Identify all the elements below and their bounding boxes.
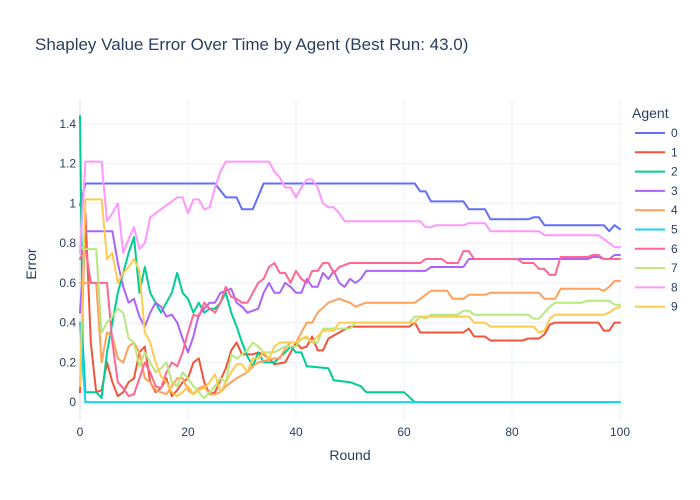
- legend-item-agent-4[interactable]: 4: [635, 203, 678, 217]
- legend-item-agent-6[interactable]: 6: [635, 242, 678, 256]
- series-line-agent-4: [79, 279, 621, 396]
- plot-area: [79, 100, 621, 420]
- legend-item-agent-0[interactable]: 0: [635, 126, 678, 140]
- chart-title: Shapley Value Error Over Time by Agent (…: [35, 35, 468, 54]
- legend-items: 0 1 2 3 4 5 6 7 8 9: [635, 126, 678, 314]
- x-axis-title: Round: [329, 447, 370, 463]
- legend-label: 3: [671, 184, 678, 198]
- legend-title: Agent: [632, 105, 669, 121]
- series-lines: [79, 114, 621, 404]
- x-tick-label: 80: [505, 425, 519, 439]
- series-line-agent-6: [79, 246, 621, 398]
- legend-label: 9: [671, 300, 678, 314]
- legend-item-agent-5[interactable]: 5: [635, 223, 678, 237]
- series-line-agent-2: [79, 114, 621, 404]
- legend-label: 7: [671, 261, 678, 275]
- legend-item-agent-9[interactable]: 9: [635, 300, 678, 314]
- y-tick-label: 0: [69, 395, 76, 409]
- legend-item-agent-3[interactable]: 3: [635, 184, 678, 198]
- y-axis-ticks: 0 0.2 0.4 0.6 0.8 1 1.2 1.4: [59, 117, 76, 409]
- x-tick-label: 20: [181, 425, 195, 439]
- legend-label: 6: [671, 242, 678, 256]
- series-line-agent-3: [79, 230, 621, 354]
- legend-item-agent-7[interactable]: 7: [635, 261, 678, 275]
- legend-label: 4: [671, 203, 678, 217]
- series-line-agent-7: [79, 246, 621, 400]
- legend-item-agent-8[interactable]: 8: [635, 280, 678, 294]
- legend-item-agent-1[interactable]: 1: [635, 145, 678, 159]
- y-axis-title: Error: [23, 248, 39, 279]
- legend-label: 2: [671, 165, 678, 179]
- x-axis-ticks: 0 20 40 60 80 100: [77, 425, 631, 439]
- y-tick-label: 0.6: [59, 276, 76, 290]
- series-line-agent-8: [79, 160, 621, 254]
- y-tick-label: 0.2: [59, 355, 76, 369]
- legend: Agent 0 1 2 3 4 5 6 7 8 9: [632, 105, 678, 314]
- legend-item-agent-2[interactable]: 2: [635, 165, 678, 179]
- legend-label: 8: [671, 280, 678, 294]
- x-tick-label: 40: [289, 425, 303, 439]
- y-tick-label: 1.4: [59, 117, 76, 131]
- legend-label: 0: [671, 126, 678, 140]
- x-tick-label: 0: [77, 425, 84, 439]
- legend-label: 5: [671, 223, 678, 237]
- y-tick-label: 1.2: [59, 157, 76, 171]
- series-line-agent-9: [79, 198, 621, 398]
- y-tick-label: 0.8: [59, 236, 76, 250]
- series-line-agent-0: [79, 182, 621, 233]
- x-tick-label: 100: [610, 425, 630, 439]
- y-tick-label: 0.4: [59, 316, 76, 330]
- x-tick-label: 60: [397, 425, 411, 439]
- legend-label: 1: [671, 145, 678, 159]
- series-line-agent-1: [79, 212, 621, 398]
- y-tick-label: 1: [69, 196, 76, 210]
